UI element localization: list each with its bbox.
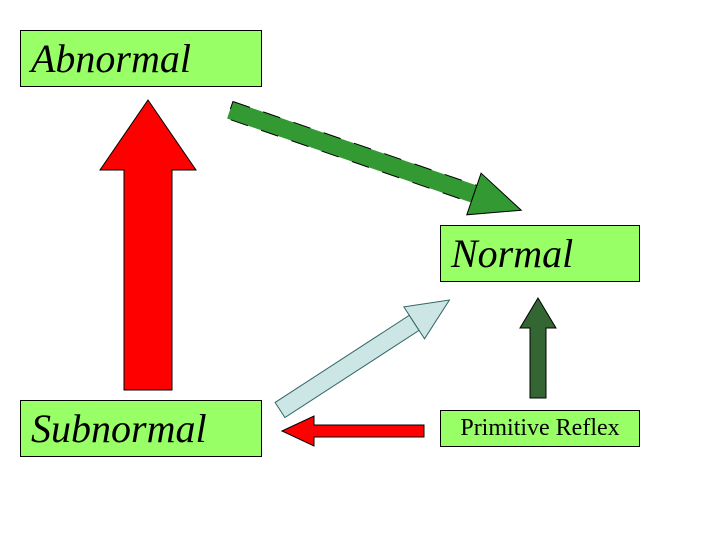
- arrow-shaft: [275, 315, 419, 417]
- arrow-subnormal-to-normal: [0, 0, 720, 540]
- arrow-primitive-to-subnormal: [282, 414, 432, 448]
- arrow-primitive-to-normal: [520, 298, 556, 408]
- arrow-left-icon: [282, 416, 424, 446]
- arrow-up-icon: [520, 298, 556, 398]
